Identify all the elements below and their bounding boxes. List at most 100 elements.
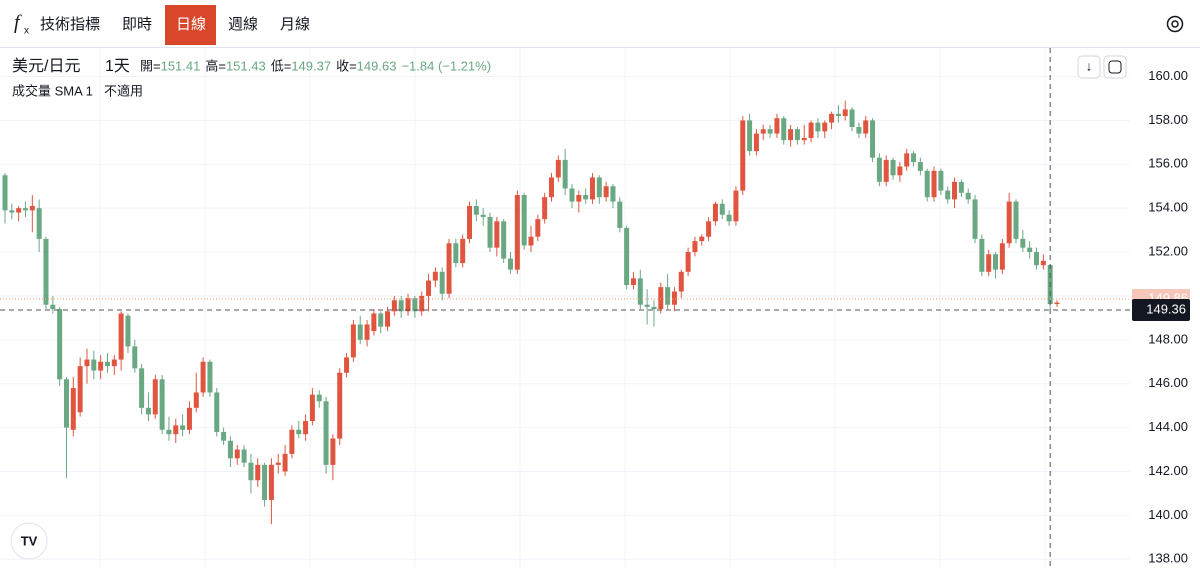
candle-body	[432, 271, 438, 281]
candle-body	[159, 379, 165, 430]
candle-body	[603, 186, 609, 198]
candle-body	[542, 197, 548, 220]
y-tick-label: 144.00	[1148, 419, 1188, 434]
scroll-icon: ↓	[1086, 58, 1093, 73]
legend-label: 低=	[271, 58, 292, 73]
candle-body	[535, 219, 541, 237]
candle-body	[487, 216, 493, 248]
tab[interactable]: 週線	[228, 16, 258, 33]
y-tick-label: 152.00	[1148, 243, 1188, 258]
candle-body	[501, 221, 507, 259]
candle-body	[835, 113, 841, 117]
candle-body	[952, 181, 958, 200]
scroll-button[interactable]	[1077, 55, 1101, 79]
candle-body	[583, 195, 589, 200]
candle-body	[43, 238, 49, 305]
fx-icon[interactable]: f	[14, 12, 22, 34]
candle-body	[255, 464, 261, 481]
reset-button[interactable]	[1103, 55, 1127, 79]
candle-body	[77, 366, 83, 413]
candle-body	[173, 425, 179, 435]
candle-body	[630, 278, 636, 285]
candle-body	[84, 359, 90, 367]
reset-icon	[1108, 60, 1122, 74]
candle-body	[624, 227, 630, 285]
candle-body	[938, 170, 944, 191]
volume-label: 成交量 SMA 1	[12, 83, 93, 98]
candle-body	[678, 271, 684, 292]
candle-body	[808, 122, 814, 138]
candle-body	[145, 407, 151, 415]
candle-body	[132, 346, 138, 369]
candle-body	[1040, 260, 1046, 266]
candle-body	[104, 361, 110, 367]
candle-body	[651, 306, 657, 310]
candle-body	[829, 113, 835, 123]
candle-body	[863, 120, 869, 134]
tab[interactable]: 技術指標	[40, 16, 100, 33]
candle-body	[262, 464, 268, 500]
candle-body	[1020, 238, 1026, 248]
legend-value: 149.63	[357, 58, 397, 73]
candle-body	[774, 118, 780, 134]
legend-value: 151.43	[226, 58, 266, 73]
candle-body	[234, 449, 240, 459]
candle-body	[801, 137, 807, 141]
fx-sub: x	[24, 26, 29, 37]
y-tick-label: 156.00	[1148, 156, 1188, 171]
candle-body	[391, 300, 397, 312]
candle-body	[70, 388, 76, 430]
candle-body	[29, 205, 35, 211]
candle-body	[1027, 247, 1033, 253]
candle-body	[385, 311, 391, 327]
candle-body	[562, 159, 568, 189]
candle-body	[111, 359, 117, 367]
candle-body	[207, 361, 213, 393]
candle-body	[371, 313, 377, 332]
y-tick-label: 140.00	[1148, 507, 1188, 522]
candle-body	[139, 368, 145, 408]
candle-body	[726, 214, 732, 222]
candle-body	[316, 394, 322, 402]
active-tab-bg	[165, 5, 216, 45]
candle-body	[706, 221, 712, 237]
candle-body	[309, 394, 315, 421]
y-tick-label: 158.00	[1148, 112, 1188, 127]
candle-body	[965, 192, 971, 200]
candle-body	[569, 188, 575, 202]
candle-body	[658, 287, 664, 310]
change: −1.84 (−1.21%)	[401, 58, 491, 73]
candle-body	[303, 420, 309, 435]
candle-body	[193, 392, 199, 408]
logo-mark: TV	[21, 533, 38, 548]
logo[interactable]	[10, 522, 48, 560]
candle-body	[350, 324, 356, 358]
candle-body	[671, 291, 677, 305]
candle-body	[576, 195, 582, 202]
candle-body	[330, 438, 336, 465]
candle-body	[419, 295, 425, 312]
candle-body	[22, 208, 28, 211]
candle-body	[412, 298, 418, 312]
candle-body	[993, 254, 999, 270]
volume-value: 不適用	[104, 83, 143, 98]
candle-body	[822, 122, 828, 132]
candle-body	[378, 313, 384, 327]
candle-body	[9, 210, 15, 213]
candle-body	[125, 315, 131, 347]
candle-body	[118, 313, 124, 360]
tab[interactable]: 日線	[176, 16, 206, 33]
candle-body	[473, 205, 479, 215]
candle-body	[911, 153, 917, 163]
candle-body	[945, 190, 951, 200]
tab[interactable]: 即時	[122, 16, 152, 33]
candle-body	[883, 159, 889, 182]
candle-body	[289, 429, 295, 454]
candle-body	[186, 407, 192, 430]
tab[interactable]: 月線	[280, 16, 310, 33]
candle-body	[767, 129, 773, 134]
settings-icon[interactable]	[1166, 15, 1184, 33]
candle-body	[986, 254, 992, 272]
candle-body	[98, 361, 104, 371]
candle-body	[876, 157, 882, 182]
